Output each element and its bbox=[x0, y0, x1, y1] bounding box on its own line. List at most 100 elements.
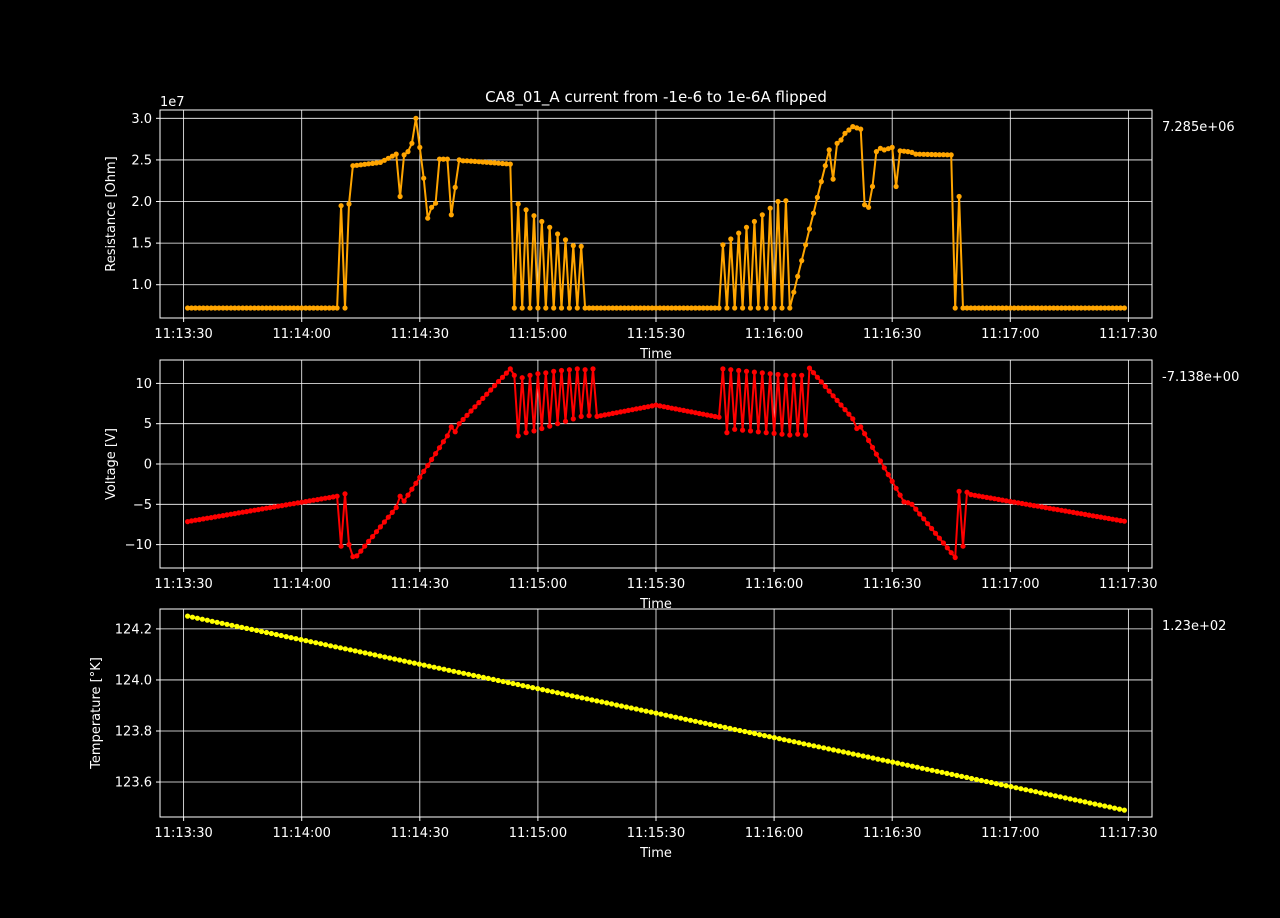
voltage-data-point bbox=[728, 367, 734, 373]
voltage-data-point bbox=[976, 493, 982, 499]
voltage-data-point bbox=[637, 405, 643, 411]
resistance-data-point bbox=[582, 305, 588, 311]
temperature-data-point bbox=[273, 631, 279, 638]
voltage-data-point bbox=[350, 554, 356, 560]
voltage-data-point bbox=[885, 472, 891, 478]
resistance-ytick-label: 1.5 bbox=[131, 237, 152, 252]
voltage-data-point bbox=[570, 416, 576, 422]
resistance-data-point bbox=[905, 149, 911, 155]
voltage-data-point bbox=[196, 517, 202, 523]
temperature-data-point bbox=[328, 643, 334, 649]
resistance-data-point bbox=[716, 305, 722, 311]
voltage-data-point bbox=[897, 492, 903, 498]
resistance-data-point bbox=[1121, 305, 1127, 311]
temperature-data-point bbox=[426, 663, 432, 669]
resistance-data-point bbox=[224, 305, 230, 311]
temperature-data-point bbox=[475, 673, 482, 680]
temperature-xtick-label: 11:17:30 bbox=[1099, 826, 1157, 841]
resistance-data-point bbox=[523, 207, 529, 213]
temperature-data-point bbox=[801, 741, 807, 747]
temperature-data-point bbox=[702, 720, 708, 726]
resistance-data-point bbox=[314, 305, 321, 311]
resistance-data-point bbox=[810, 210, 817, 216]
temperature-data-point bbox=[840, 749, 847, 755]
voltage-data-point bbox=[259, 506, 265, 512]
voltage-data-point bbox=[625, 407, 632, 413]
voltage-data-point bbox=[681, 407, 687, 413]
resistance-data-point bbox=[830, 176, 836, 182]
voltage-data-point bbox=[389, 509, 395, 515]
voltage-data-point bbox=[1023, 501, 1029, 507]
resistance-data-point bbox=[909, 149, 915, 155]
voltage-data-point bbox=[295, 500, 301, 506]
voltage-xtick-label: 11:17:30 bbox=[1099, 577, 1157, 592]
temperature-data-point bbox=[909, 763, 916, 769]
voltage-data-point bbox=[704, 412, 710, 418]
resistance-data-point bbox=[1074, 305, 1080, 311]
voltage-data-point bbox=[708, 413, 714, 419]
voltage-ytick-label: 0 bbox=[144, 458, 152, 473]
temperature-data-point bbox=[776, 736, 782, 742]
resistance-data-point bbox=[621, 305, 628, 311]
voltage-data-point bbox=[558, 367, 565, 374]
voltage-data-point bbox=[806, 365, 813, 371]
resistance-data-point bbox=[1011, 305, 1017, 311]
resistance-data-point bbox=[740, 305, 746, 311]
temperature-data-point bbox=[727, 725, 733, 732]
resistance-data-point bbox=[1027, 305, 1033, 311]
voltage-data-point bbox=[618, 409, 624, 415]
voltage-data-point bbox=[555, 421, 561, 427]
voltage-data-point bbox=[468, 408, 474, 414]
voltage-data-point bbox=[925, 521, 931, 527]
temperature-data-point bbox=[663, 712, 669, 718]
temperature-data-point bbox=[480, 674, 486, 681]
voltage-data-point bbox=[645, 404, 651, 410]
temperature-data-point bbox=[579, 695, 585, 701]
temperature-data-point bbox=[554, 690, 561, 696]
resistance-data-point bbox=[1082, 305, 1088, 311]
temperature-data-point bbox=[786, 738, 792, 744]
voltage-data-point bbox=[1039, 504, 1045, 510]
voltage-data-point bbox=[1098, 514, 1104, 520]
temperature-data-point bbox=[397, 657, 403, 663]
resistance-data-point bbox=[980, 305, 986, 311]
temperature-data-point bbox=[268, 630, 274, 637]
resistance-data-point bbox=[755, 305, 761, 311]
voltage-data-point bbox=[346, 542, 352, 548]
resistance-data-point bbox=[779, 305, 785, 311]
voltage-panel: 11:13:30 11:14:00 11:14:30 11:15:00 11:15:30… bbox=[104, 359, 1239, 612]
temperature-data-point bbox=[254, 627, 260, 634]
resistance-data-point bbox=[287, 305, 293, 311]
temperature-data-point bbox=[993, 781, 999, 787]
voltage-data-point bbox=[696, 410, 702, 417]
temperature-data-point bbox=[337, 645, 343, 651]
resistance-data-point bbox=[743, 224, 750, 230]
resistance-data-point bbox=[925, 151, 931, 157]
voltage-data-point bbox=[228, 511, 234, 517]
voltage-data-point bbox=[610, 410, 616, 416]
voltage-data-point bbox=[633, 406, 639, 412]
resistance-data-point bbox=[649, 305, 655, 311]
resistance-data-point bbox=[1035, 305, 1041, 311]
temperature-data-point bbox=[1097, 802, 1103, 808]
resistance-data-point bbox=[1062, 305, 1068, 311]
temperature-data-point bbox=[278, 632, 284, 639]
resistance-data-point bbox=[1003, 305, 1009, 311]
temperature-data-point bbox=[244, 625, 250, 632]
voltage-data-point bbox=[574, 366, 580, 372]
voltage-data-point bbox=[740, 427, 746, 433]
voltage-last-value: -7.138e+00 bbox=[1162, 370, 1239, 385]
resistance-data-point bbox=[413, 115, 419, 121]
resistance-data-point bbox=[547, 224, 553, 230]
voltage-data-point bbox=[460, 416, 466, 423]
resistance-data-point bbox=[322, 305, 328, 311]
resistance-data-point bbox=[519, 305, 525, 311]
resistance-data-point bbox=[578, 243, 584, 249]
voltage-data-point bbox=[539, 425, 545, 432]
temperature-data-point bbox=[362, 650, 368, 656]
temperature-xtick-label: 11:15:00 bbox=[509, 826, 567, 841]
voltage-data-point bbox=[204, 515, 210, 521]
resistance-data-point bbox=[988, 305, 994, 311]
voltage-xtick-label: 11:15:00 bbox=[509, 577, 567, 592]
resistance-data-point bbox=[645, 305, 651, 311]
